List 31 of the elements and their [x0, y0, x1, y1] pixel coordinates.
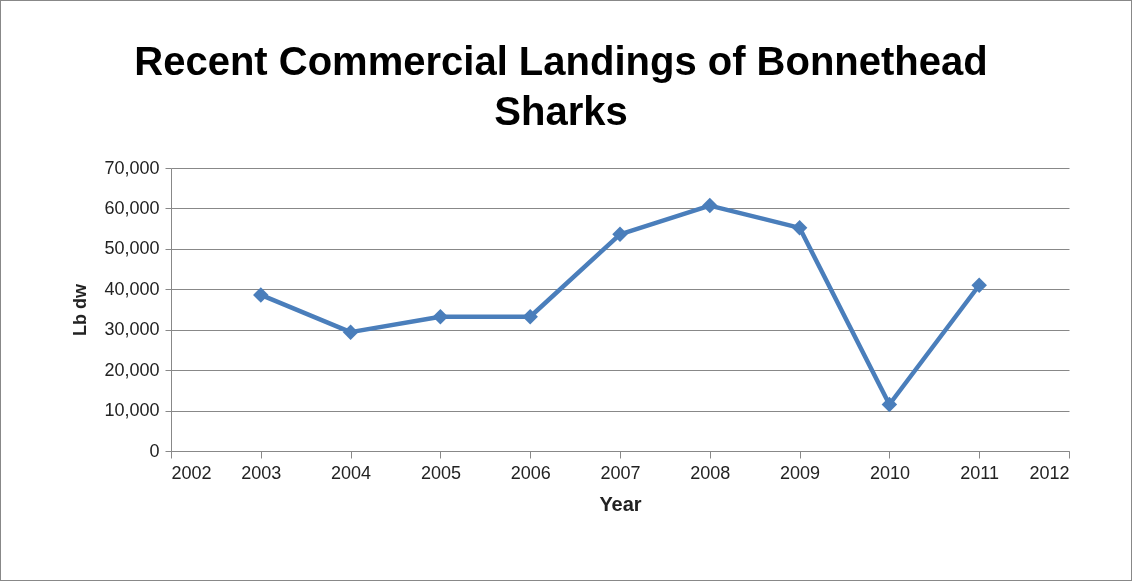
- x-tick-label: 2009: [780, 462, 821, 483]
- x-tick-label: 2003: [241, 462, 282, 483]
- y-axis-title: Lb dw: [70, 283, 91, 336]
- point: [881, 396, 898, 413]
- x-tick-label: 2008: [690, 462, 731, 483]
- x-tick-label: 2012: [1029, 462, 1070, 483]
- y-tick-label: 0: [149, 440, 160, 461]
- x-tick-label: 2010: [869, 462, 910, 483]
- x-tick-label: 2004: [331, 462, 372, 483]
- x-tick-label: 2002: [171, 462, 212, 483]
- point: [253, 287, 269, 303]
- point: [342, 324, 359, 340]
- chart-title: Recent Commercial Landings of Bonnethead Sharks: [134, 39, 988, 133]
- point: [612, 226, 628, 243]
- point: [791, 220, 808, 236]
- point: [522, 309, 538, 325]
- x-axis-title: Year: [599, 492, 642, 515]
- y-tick-label: 50,000: [104, 238, 160, 259]
- x-tick-label: 2005: [420, 462, 461, 483]
- y-tick-label: 20,000: [104, 359, 160, 380]
- x-tick-label: 2011: [960, 462, 1000, 483]
- y-tick-label: 40,000: [104, 278, 160, 299]
- x-tick-label: 2006: [510, 462, 551, 483]
- point: [702, 197, 718, 214]
- x-tick-label: 2007: [600, 462, 641, 483]
- point: [971, 277, 987, 293]
- y-tick-label: 30,000: [104, 319, 160, 340]
- y-tick-label: 60,000: [104, 197, 160, 218]
- point: [432, 309, 449, 325]
- y-tick-label: 70,000: [104, 157, 160, 178]
- y-tick-label: 10,000: [104, 400, 160, 421]
